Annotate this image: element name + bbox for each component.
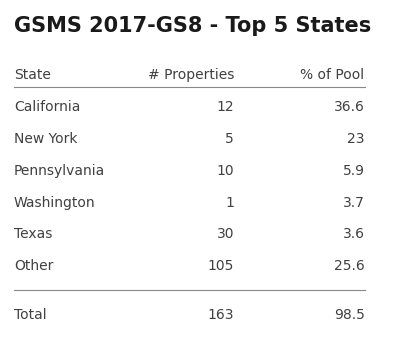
Text: Other: Other [14,259,53,273]
Text: 30: 30 [216,227,234,241]
Text: 1: 1 [225,196,234,210]
Text: 105: 105 [207,259,234,273]
Text: 10: 10 [216,164,234,178]
Text: New York: New York [14,132,77,146]
Text: 98.5: 98.5 [333,308,365,322]
Text: 3.6: 3.6 [343,227,365,241]
Text: 36.6: 36.6 [333,100,365,114]
Text: Washington: Washington [14,196,96,210]
Text: 25.6: 25.6 [334,259,365,273]
Text: Texas: Texas [14,227,52,241]
Text: % of Pool: % of Pool [300,68,365,82]
Text: 5: 5 [225,132,234,146]
Text: Pennsylvania: Pennsylvania [14,164,105,178]
Text: GSMS 2017-GS8 - Top 5 States: GSMS 2017-GS8 - Top 5 States [14,16,371,36]
Text: Total: Total [14,308,47,322]
Text: State: State [14,68,51,82]
Text: 3.7: 3.7 [343,196,365,210]
Text: 23: 23 [347,132,365,146]
Text: 163: 163 [207,308,234,322]
Text: California: California [14,100,80,114]
Text: 12: 12 [216,100,234,114]
Text: # Properties: # Properties [147,68,234,82]
Text: 5.9: 5.9 [343,164,365,178]
